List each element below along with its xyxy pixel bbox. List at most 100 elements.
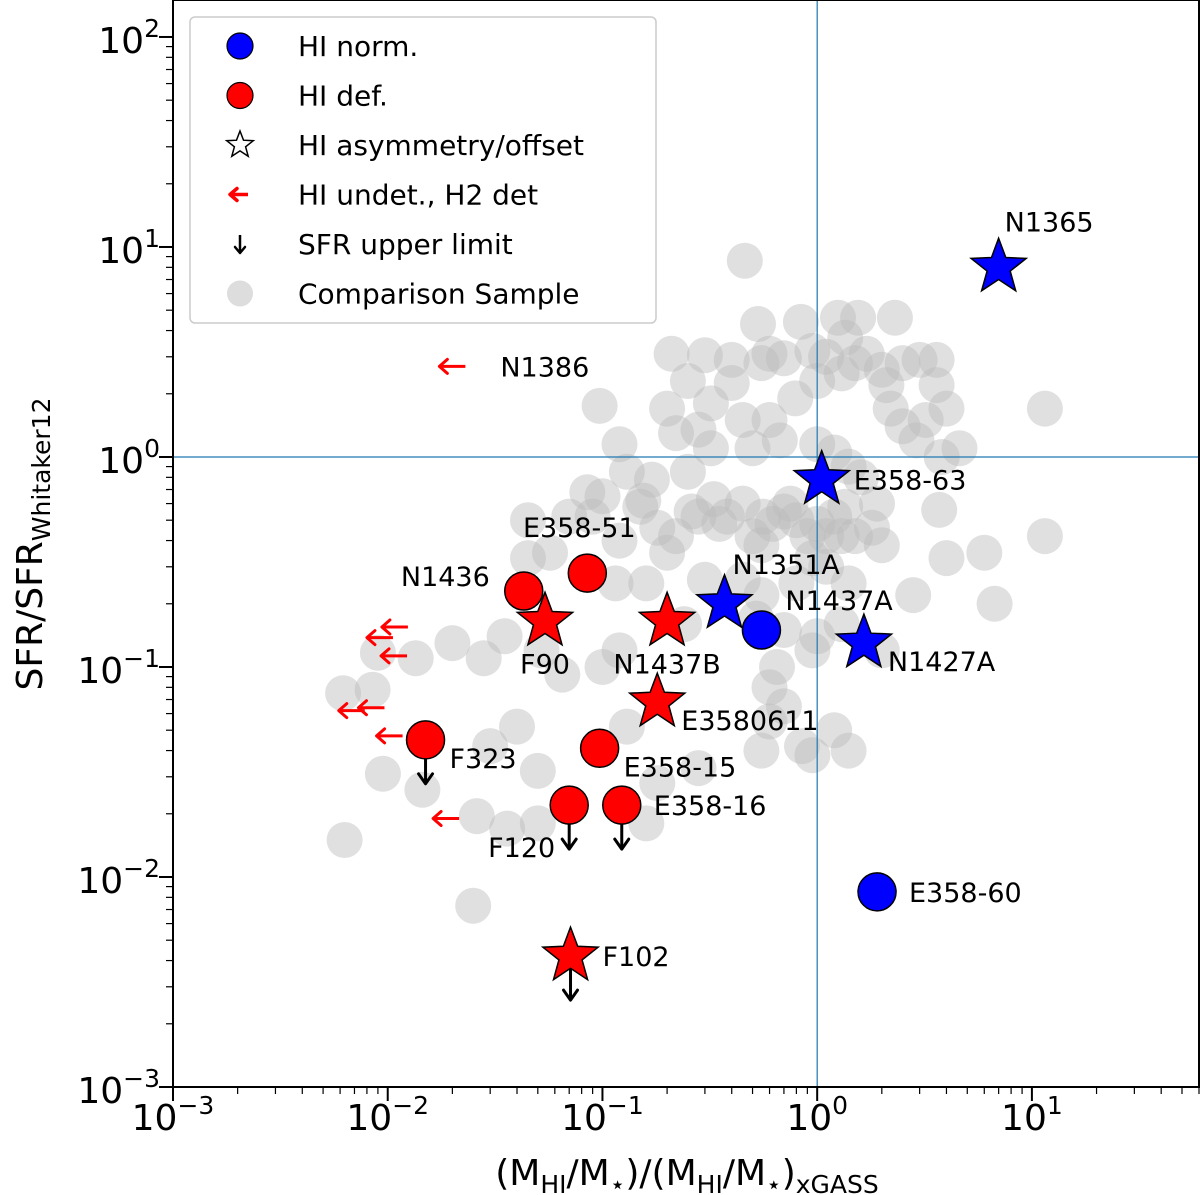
x-axis-label: (MHI/M⋆)/(MHI/M⋆)xGASS: [495, 1153, 879, 1195]
comparison-point: [499, 708, 535, 745]
comparison-point: [601, 522, 638, 559]
star-point: [637, 590, 697, 647]
point-label: N1437A: [785, 586, 893, 617]
comparison-point: [354, 671, 391, 708]
comparison-point: [669, 453, 706, 490]
comparison-point: [830, 732, 867, 769]
comparison-point: [653, 335, 690, 372]
comparison-point: [743, 732, 780, 769]
comparison-point: [724, 485, 761, 522]
comparison-point: [830, 565, 867, 602]
comparison-point: [364, 755, 401, 792]
comparison-point: [782, 303, 819, 340]
legend-label: HI asymmetry/offset: [298, 129, 584, 162]
comparison-point: [840, 299, 877, 336]
comparison-point: [465, 640, 502, 677]
comparison-point: [794, 540, 831, 577]
legend-marker: [224, 128, 256, 159]
comparison-point: [823, 355, 860, 392]
comparison-point: [622, 488, 659, 525]
comparison-points-layer: [325, 242, 1063, 924]
star-point: [969, 236, 1029, 293]
circle-point: [567, 553, 608, 593]
y-tick-label: 10−3: [77, 1064, 160, 1112]
x-tick-label: 10−1: [561, 1091, 644, 1139]
comparison-point: [754, 505, 791, 542]
comparison-point: [794, 737, 831, 774]
axes: [172, 0, 1200, 1088]
tick-layer: 10−3 10−2 10−1 100 101 10−3 10−2 10−1 100 101 102: [77, 14, 1200, 1139]
circle-point: [857, 872, 897, 912]
comparison-point: [486, 618, 523, 655]
x-tick-label: 101: [1001, 1091, 1063, 1139]
comparison-point: [701, 505, 738, 542]
y-tick-label: 102: [98, 14, 160, 62]
comparison-point: [581, 387, 618, 424]
comparison-point: [734, 518, 771, 555]
comparison-point: [743, 527, 780, 564]
comparison-point: [673, 493, 710, 530]
comparison-point: [397, 640, 434, 677]
hi-undetected-arrow: [380, 618, 408, 636]
comparison-point: [649, 390, 686, 427]
legend-entry: HI asymmetry/offset: [224, 128, 584, 162]
hi-undetected-arrow: [375, 727, 403, 745]
comparison-point: [837, 345, 873, 382]
point-label: N1427A: [888, 647, 996, 678]
legend-label: Comparison Sample: [298, 278, 580, 311]
hi-undetected-arrow: [379, 647, 408, 665]
comparison-point: [895, 577, 932, 614]
comparison-point: [519, 752, 556, 789]
comparison-point: [325, 675, 362, 712]
circle-point: [504, 571, 544, 611]
comparison-point: [778, 502, 815, 539]
comparison-point: [784, 728, 820, 765]
comparison-point: [326, 822, 363, 858]
comparison-point: [876, 299, 913, 336]
comparison-point: [584, 478, 621, 515]
circle-point: [579, 728, 620, 769]
point-label: N1365: [1005, 207, 1094, 238]
hi-undetected-arrow: [356, 699, 385, 717]
comparison-point: [898, 422, 935, 459]
comparison-point: [765, 493, 802, 530]
comparison-point: [458, 798, 495, 835]
circle-point: [602, 785, 642, 825]
comparison-point: [743, 577, 780, 614]
comparison-point: [639, 765, 676, 802]
legend-label: HI def.: [298, 80, 388, 113]
comparison-point: [544, 656, 581, 693]
circle-point: [405, 720, 446, 760]
comparison-point: [669, 363, 706, 399]
comparison-point: [745, 498, 782, 535]
legend-marker: [228, 186, 248, 203]
comparison-point: [726, 242, 763, 279]
comparison-point: [827, 319, 864, 356]
legend-label: SFR upper limit: [298, 228, 513, 261]
comparison-point: [724, 402, 761, 438]
comparison-point: [551, 498, 588, 535]
comparison-point: [709, 498, 745, 535]
comparison-point: [608, 453, 645, 490]
legend-entry: HI undet., H2 det: [228, 179, 538, 212]
hi-undetected-arrow: [365, 629, 393, 647]
circle-point: [741, 610, 782, 650]
comparison-point: [884, 408, 921, 445]
point-label: N1436: [401, 562, 490, 593]
comparison-point: [692, 385, 729, 422]
comparison-point: [519, 805, 556, 842]
comparison-point: [868, 367, 905, 404]
legend-marker: [233, 235, 247, 255]
comparison-point: [816, 712, 853, 749]
comparison-point: [848, 335, 885, 372]
comparison-point: [569, 474, 606, 511]
comparison-point: [608, 708, 645, 745]
comparison-point: [510, 502, 546, 539]
legend-marker: [226, 32, 254, 60]
point-label: F90: [520, 649, 570, 680]
comparison-point: [854, 509, 890, 546]
x-tick-label: 10−3: [132, 1091, 215, 1139]
comparison-point: [489, 810, 526, 847]
legend-marker: [227, 280, 253, 307]
comparison-point: [743, 345, 780, 382]
